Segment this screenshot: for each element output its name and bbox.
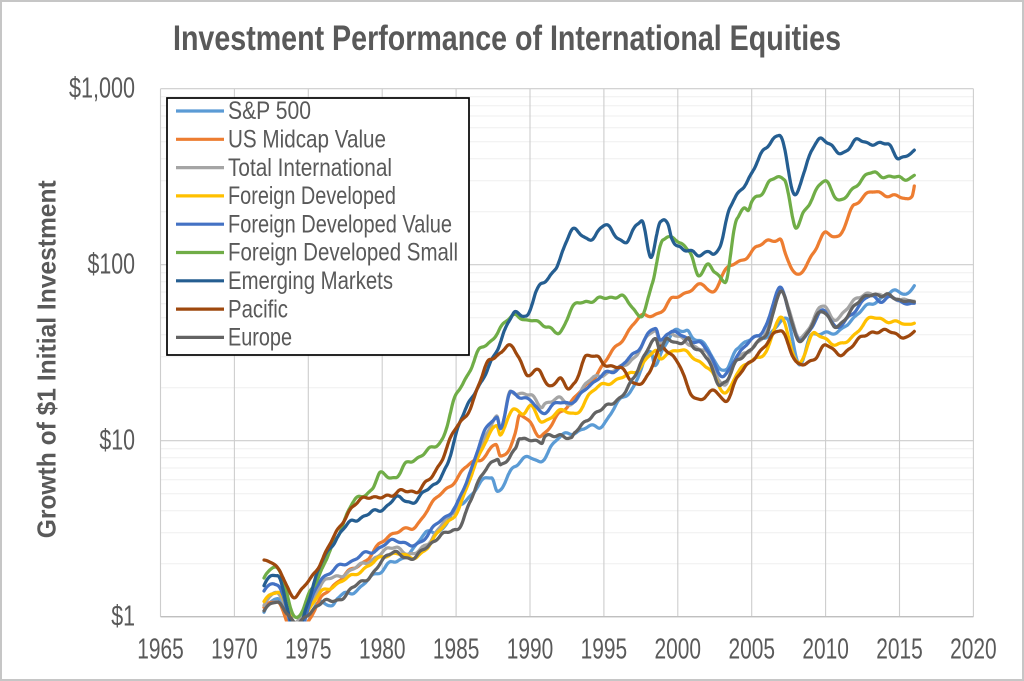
svg-text:Pacific: Pacific [228, 295, 288, 323]
svg-text:1980: 1980 [359, 634, 406, 666]
svg-text:Investment Performance of Inte: Investment Performance of International … [173, 19, 841, 58]
svg-text:Growth of $1 Initial Investmen: Growth of $1 Initial Investment [32, 180, 62, 538]
svg-text:1985: 1985 [433, 634, 480, 666]
svg-text:Total International: Total International [228, 154, 392, 182]
svg-text:1975: 1975 [285, 634, 332, 666]
svg-text:1970: 1970 [211, 634, 258, 666]
svg-text:$100: $100 [88, 249, 136, 281]
svg-text:Europe: Europe [228, 324, 292, 352]
svg-text:2005: 2005 [728, 634, 775, 666]
svg-text:$1: $1 [111, 601, 135, 633]
svg-text:2015: 2015 [876, 634, 923, 666]
svg-text:S&P 500: S&P 500 [228, 97, 311, 125]
svg-text:$1,000: $1,000 [69, 73, 135, 105]
svg-text:Emerging Markets: Emerging Markets [228, 267, 393, 295]
svg-text:2000: 2000 [655, 634, 702, 666]
svg-text:1965: 1965 [137, 634, 184, 666]
svg-text:Foreign Developed: Foreign Developed [228, 182, 396, 210]
svg-text:2010: 2010 [802, 634, 849, 666]
svg-text:2020: 2020 [950, 634, 997, 666]
svg-text:Foreign Developed Small: Foreign Developed Small [228, 239, 458, 267]
svg-text:1990: 1990 [507, 634, 554, 666]
svg-text:US Midcap Value: US Midcap Value [228, 126, 386, 154]
svg-text:1995: 1995 [581, 634, 628, 666]
svg-text:Foreign Developed Value: Foreign Developed Value [228, 210, 452, 238]
svg-text:$10: $10 [99, 425, 135, 457]
